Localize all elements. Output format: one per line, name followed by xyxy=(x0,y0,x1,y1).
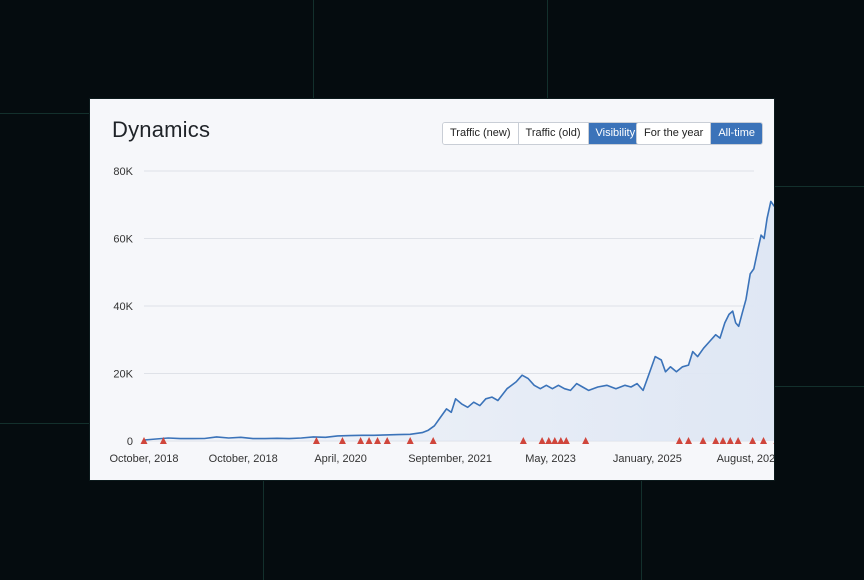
event-marker xyxy=(365,437,373,444)
x-tick-label: April, 2020 xyxy=(314,453,367,465)
event-marker xyxy=(140,437,148,444)
x-tick-label: October, 2018 xyxy=(109,453,178,465)
event-marker xyxy=(538,437,546,444)
y-tick-label: 60K xyxy=(113,234,133,246)
event-marker xyxy=(383,437,391,444)
x-tick-label: May, 2023 xyxy=(525,453,576,465)
event-marker xyxy=(338,437,346,444)
event-marker xyxy=(557,437,565,444)
event-marker xyxy=(712,437,720,444)
visibility-line xyxy=(143,200,774,441)
y-tick-label: 20K xyxy=(113,369,133,381)
period-toggle-group: For the year All-time xyxy=(636,122,763,145)
event-marker xyxy=(429,437,437,444)
event-marker xyxy=(582,437,590,444)
event-marker xyxy=(374,437,382,444)
visibility-area xyxy=(144,201,774,441)
event-marker xyxy=(551,437,559,444)
event-marker xyxy=(760,437,768,444)
visibility-button[interactable]: Visibility xyxy=(588,123,643,144)
metric-toggle-group: Traffic (new) Traffic (old) Visibility xyxy=(442,122,644,145)
event-marker xyxy=(719,437,727,444)
dynamics-card: Dynamics Traffic (new) Traffic (old) Vis… xyxy=(90,99,774,480)
all-time-button[interactable]: All-time xyxy=(711,123,762,144)
event-marker xyxy=(685,437,692,444)
chart-title: Dynamics xyxy=(112,117,211,142)
event-marker xyxy=(734,437,742,444)
y-tick-label: 0 xyxy=(127,436,133,448)
x-tick-label: October, 2018 xyxy=(209,453,278,465)
event-marker xyxy=(562,437,570,444)
event-marker xyxy=(406,437,414,444)
traffic-old-button[interactable]: Traffic (old) xyxy=(518,123,589,144)
event-marker xyxy=(675,437,683,444)
event-marker xyxy=(519,437,527,444)
y-tick-label: 40K xyxy=(113,301,133,313)
event-marker xyxy=(159,437,167,444)
event-marker xyxy=(357,437,365,444)
event-marker xyxy=(749,437,757,444)
event-marker xyxy=(773,442,774,444)
x-tick-label: January, 2025 xyxy=(613,453,682,465)
event-marker xyxy=(699,437,707,444)
visibility-chart: 0 20K 40K 60K 80K October, 2018 October, 2018 A… xyxy=(109,166,774,465)
x-tick-label: September, 2021 xyxy=(408,453,492,465)
event-marker xyxy=(545,437,553,444)
event-marker xyxy=(726,437,734,444)
event-marker xyxy=(312,437,320,444)
for-the-year-button[interactable]: For the year xyxy=(637,123,712,144)
x-tick-label: August, 2026 xyxy=(717,453,774,465)
traffic-new-button[interactable]: Traffic (new) xyxy=(443,123,519,144)
y-tick-label: 80K xyxy=(113,166,133,178)
